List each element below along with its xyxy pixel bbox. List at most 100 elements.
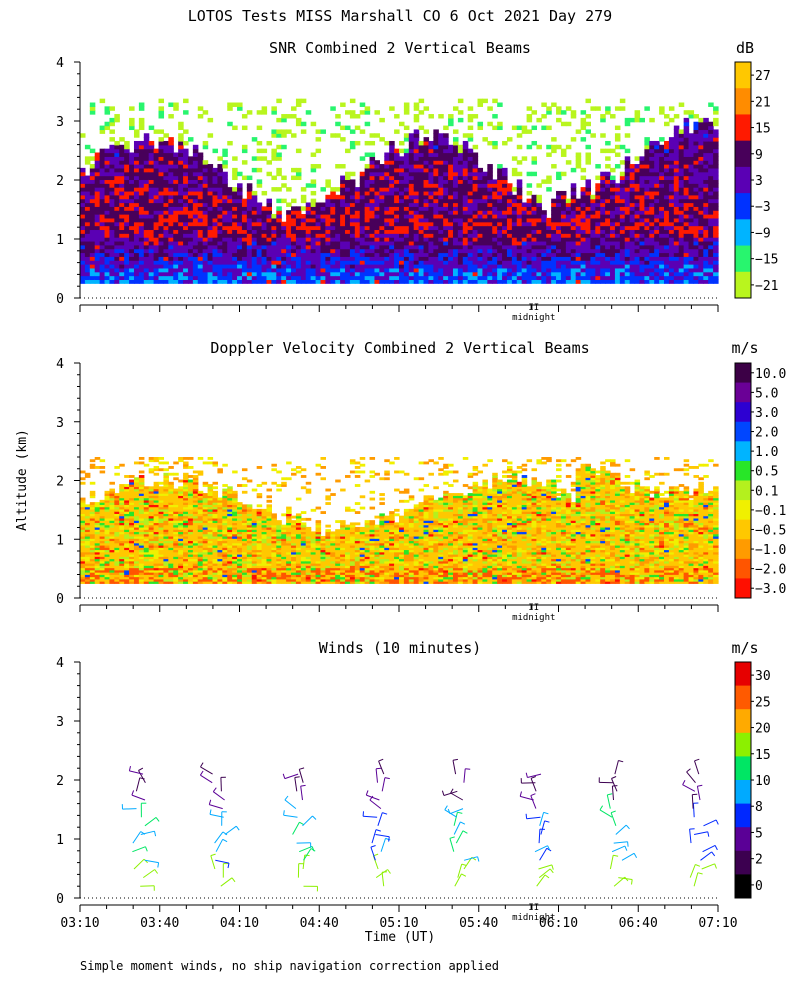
heatmap-cell [443,252,449,257]
heatmap-cell [570,244,577,250]
heatmap-cell [384,275,390,281]
heatmap-cell [241,264,248,269]
heatmap-cell [448,237,454,242]
heatmap-cell [158,179,165,184]
heatmap-cell [124,513,130,517]
heatmap-cell [462,264,469,269]
heatmap-cell [693,237,699,242]
heatmap-cell [119,551,125,555]
heatmap-cell [232,198,238,204]
heatmap-cell [84,556,91,560]
heatmap-cell [227,217,233,223]
heatmap-cell [124,488,130,492]
heatmap-cell [158,217,165,223]
heatmap-cell [546,252,552,257]
heatmap-cell [438,148,444,154]
heatmap-cell [688,175,695,181]
heatmap-cell [207,252,214,257]
heatmap-cell [109,517,115,521]
heatmap-cell [457,98,464,104]
heatmap-cell [183,248,189,254]
heatmap-cell [197,164,204,169]
heatmap-cell [487,121,493,127]
heatmap-cell [472,214,479,219]
heatmap-cell [698,140,704,146]
heatmap-cell [178,275,184,281]
heatmap-cell [678,206,685,211]
heatmap-cell [708,252,714,257]
heatmap-cell [659,240,665,246]
heatmap-cell [114,248,120,254]
heatmap-cell [413,260,420,265]
heatmap-cell [462,260,469,265]
heatmap-cell [516,233,523,238]
heatmap-cell [497,252,503,257]
heatmap-cell [153,156,160,161]
heatmap-cell [124,194,130,200]
heatmap-cell [271,252,277,257]
heatmap-cell [109,499,115,503]
heatmap-cell [580,264,587,269]
heatmap-cell [202,240,209,246]
heatmap-cell [207,248,214,254]
heatmap-cell [683,237,690,242]
heatmap-cell [320,240,326,246]
heatmap-cell [124,542,130,546]
heatmap-cell [129,578,135,582]
heatmap-cell [99,572,106,575]
heatmap-cell [457,206,464,211]
heatmap-cell [133,504,140,508]
heatmap-cell [129,549,135,553]
heatmap-cell [133,526,140,530]
heatmap-cell [580,110,587,115]
heatmap-cell [325,221,331,227]
heatmap-cell [433,217,439,223]
heatmap-cell [673,225,680,231]
heatmap-cell [158,144,165,150]
heatmap-cell [104,535,111,539]
heatmap-cell [349,252,356,257]
heatmap-cell [291,229,297,234]
heatmap-cell [133,164,140,169]
heatmap-cell [482,237,488,242]
heatmap-cell [354,114,361,119]
heatmap-cell [94,524,101,528]
heatmap-cell [384,187,390,192]
heatmap-cell [457,179,464,184]
heatmap-cell [84,551,91,555]
heatmap-cell [526,106,533,111]
heatmap-cell [394,198,400,204]
heatmap-cell [330,221,336,227]
heatmap-cell [688,133,695,138]
heatmap-cell [556,198,562,204]
heatmap-cell [227,225,233,231]
heatmap-cell [644,179,650,184]
heatmap-cell [511,240,518,246]
heatmap-cell [629,183,636,188]
heatmap-cell [585,256,591,261]
heatmap-cell [403,167,410,173]
heatmap-cell [320,129,326,134]
heatmap-cell [433,229,439,234]
heatmap-cell [286,225,292,231]
heatmap-cell [89,578,96,582]
heatmap-cell [291,114,297,119]
heatmap-cell [418,264,425,269]
heatmap-cell [222,233,228,238]
heatmap-cell [556,229,562,234]
heatmap-cell [153,252,160,257]
heatmap-cell [703,271,709,277]
heatmap-cell [492,240,498,246]
heatmap-cell [708,152,714,157]
heatmap-cell [232,225,238,231]
heatmap-cell [232,156,238,161]
heatmap-cell [585,271,591,277]
heatmap-cell [364,256,371,261]
heatmap-cell [114,256,120,261]
heatmap-cell [399,175,405,181]
heatmap-cell [109,221,115,227]
heatmap-cell [94,502,101,505]
heatmap-cell [286,279,292,284]
heatmap-cell [399,206,405,211]
heatmap-cell [129,225,135,231]
